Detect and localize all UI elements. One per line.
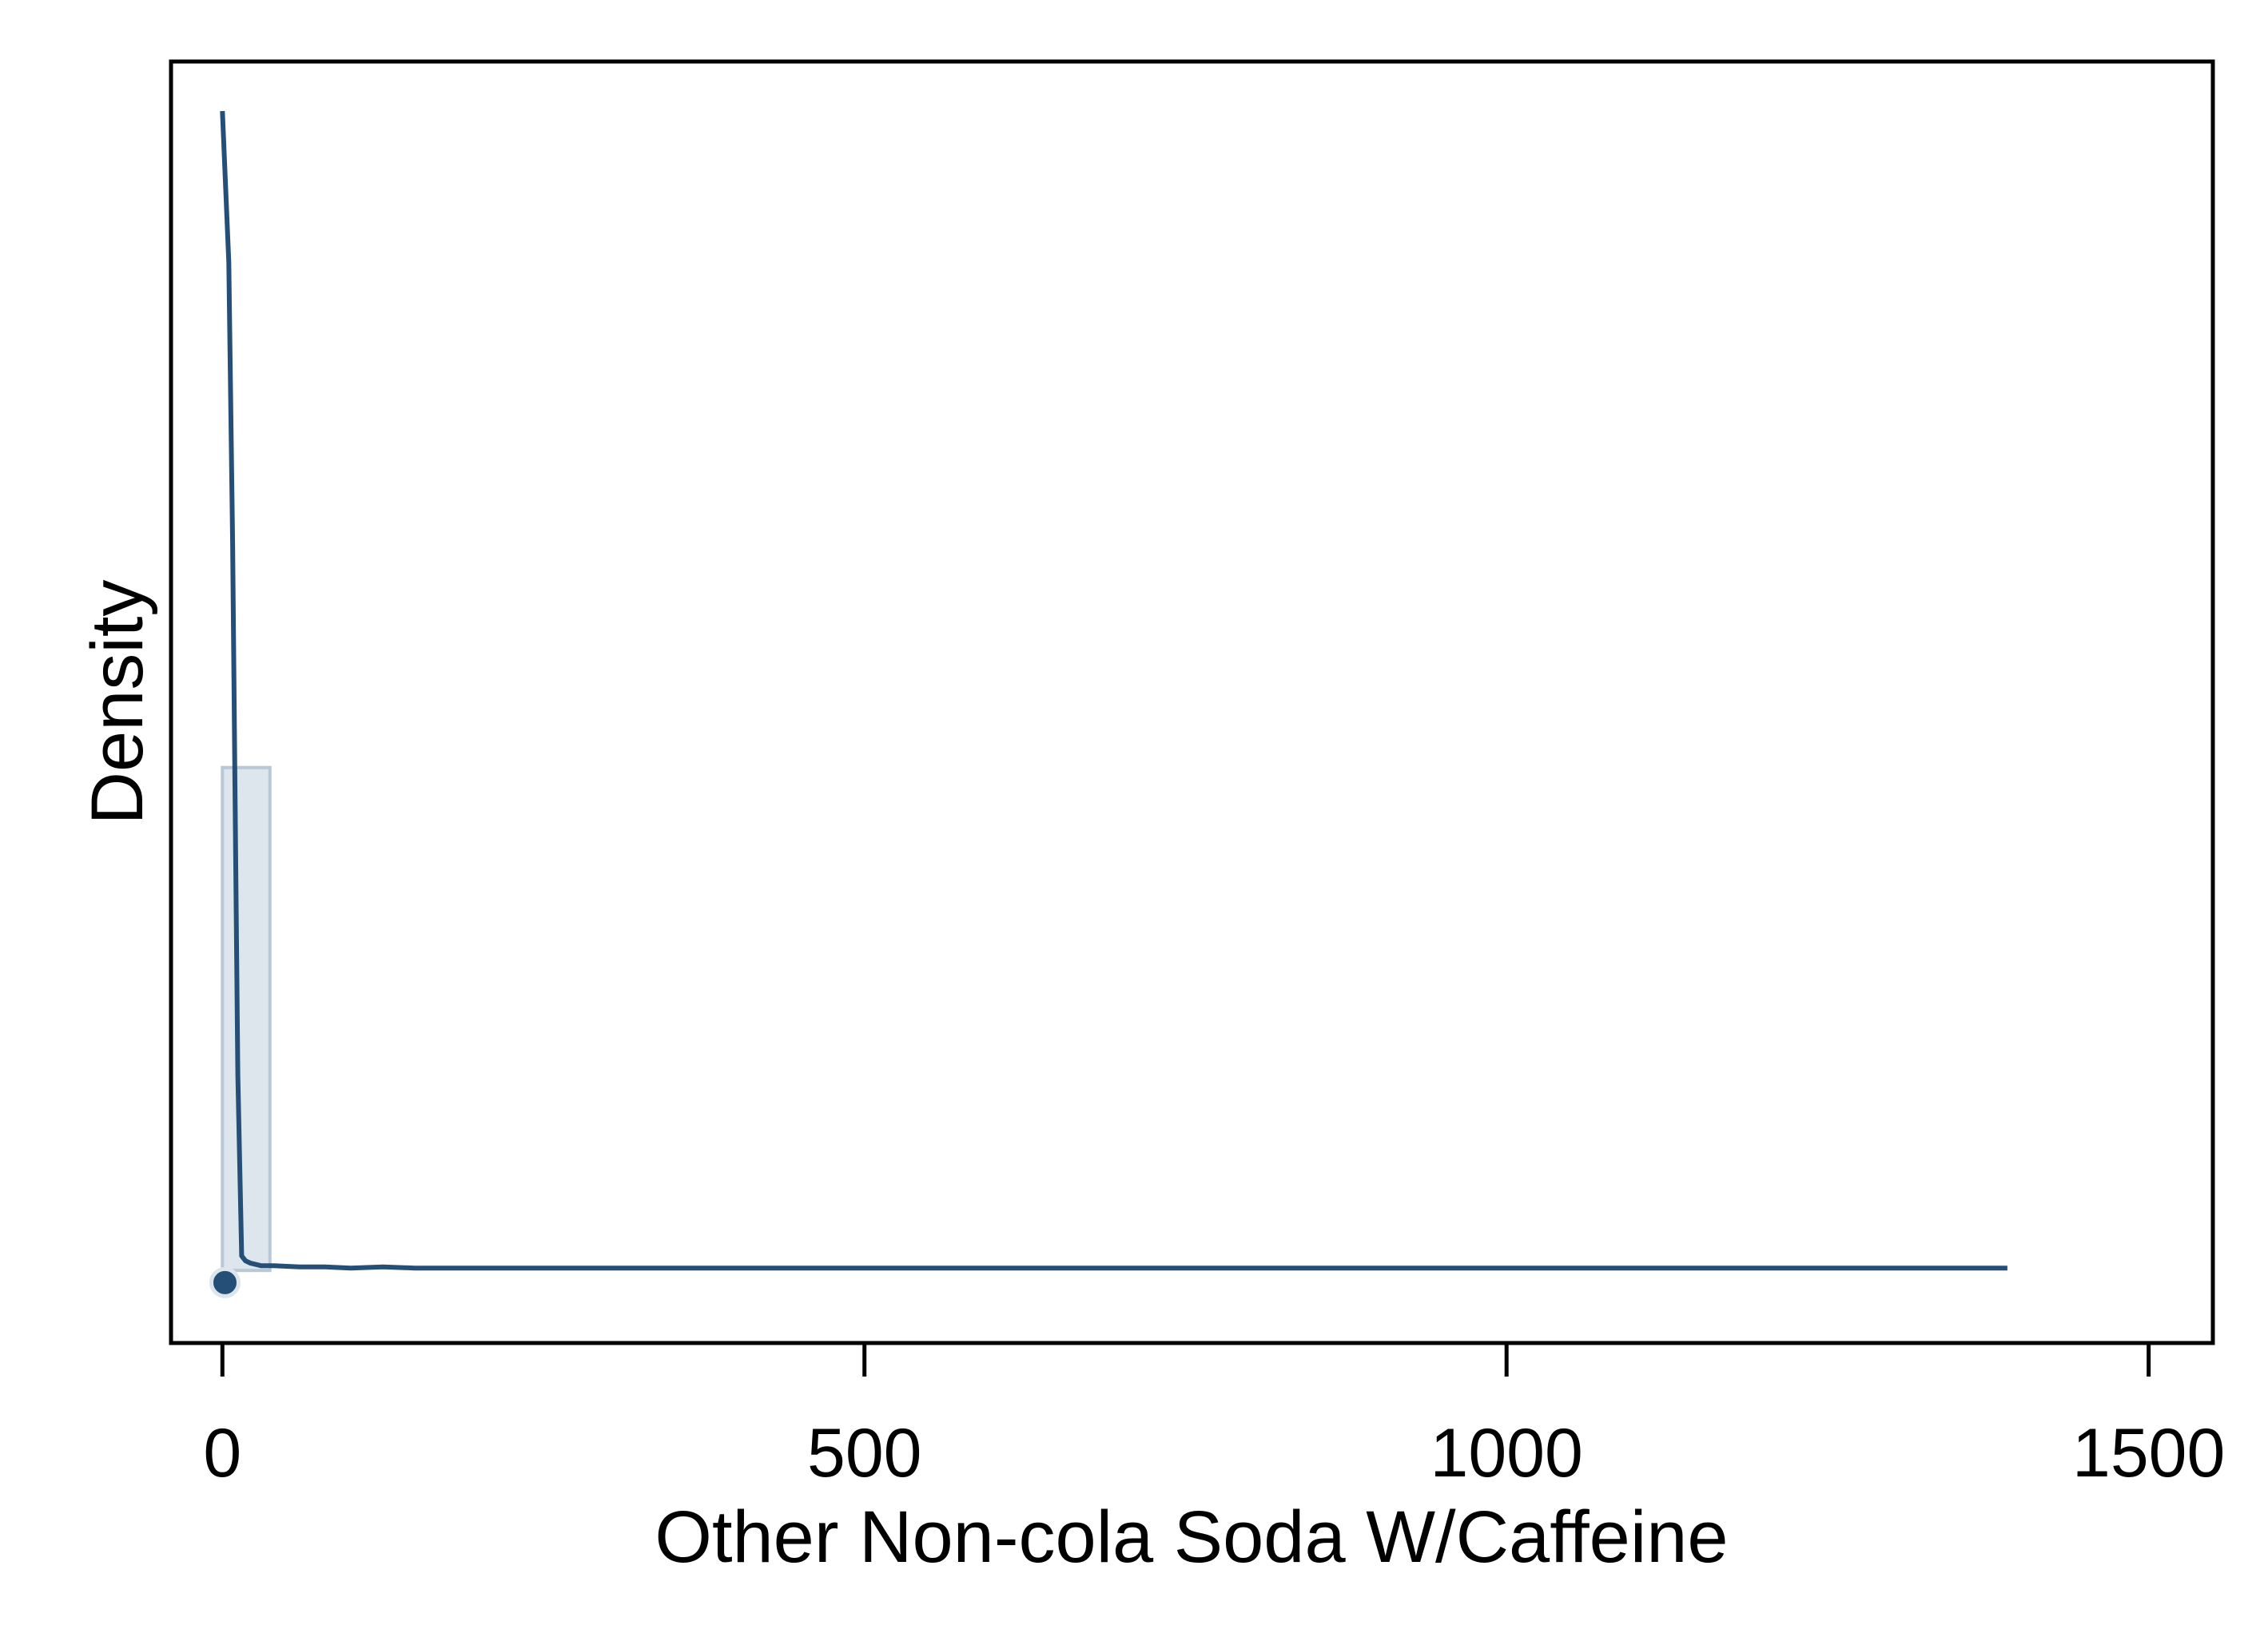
- x-tick-label-1: 500: [807, 1415, 922, 1492]
- data-points: [209, 1266, 241, 1298]
- x-tick-label-3: 1500: [2072, 1415, 2225, 1492]
- kde-line: [220, 110, 2007, 1271]
- histogram-bar-0: [221, 765, 272, 1273]
- histogram-bars: [221, 765, 272, 1273]
- x-tick-label-2: 1000: [1430, 1415, 1583, 1492]
- y-axis-title: Density: [77, 580, 158, 825]
- x-axis-title: Other Non-cola Soda W/Caffeine: [655, 1496, 1728, 1578]
- x-tick-label-0: 0: [203, 1415, 241, 1492]
- x-axis-ticks: 0 500 1000 1500: [203, 1343, 2225, 1492]
- kde-line-layer: [220, 110, 2007, 1271]
- data-point-0: [209, 1266, 241, 1298]
- plot-frame: [169, 59, 2215, 1345]
